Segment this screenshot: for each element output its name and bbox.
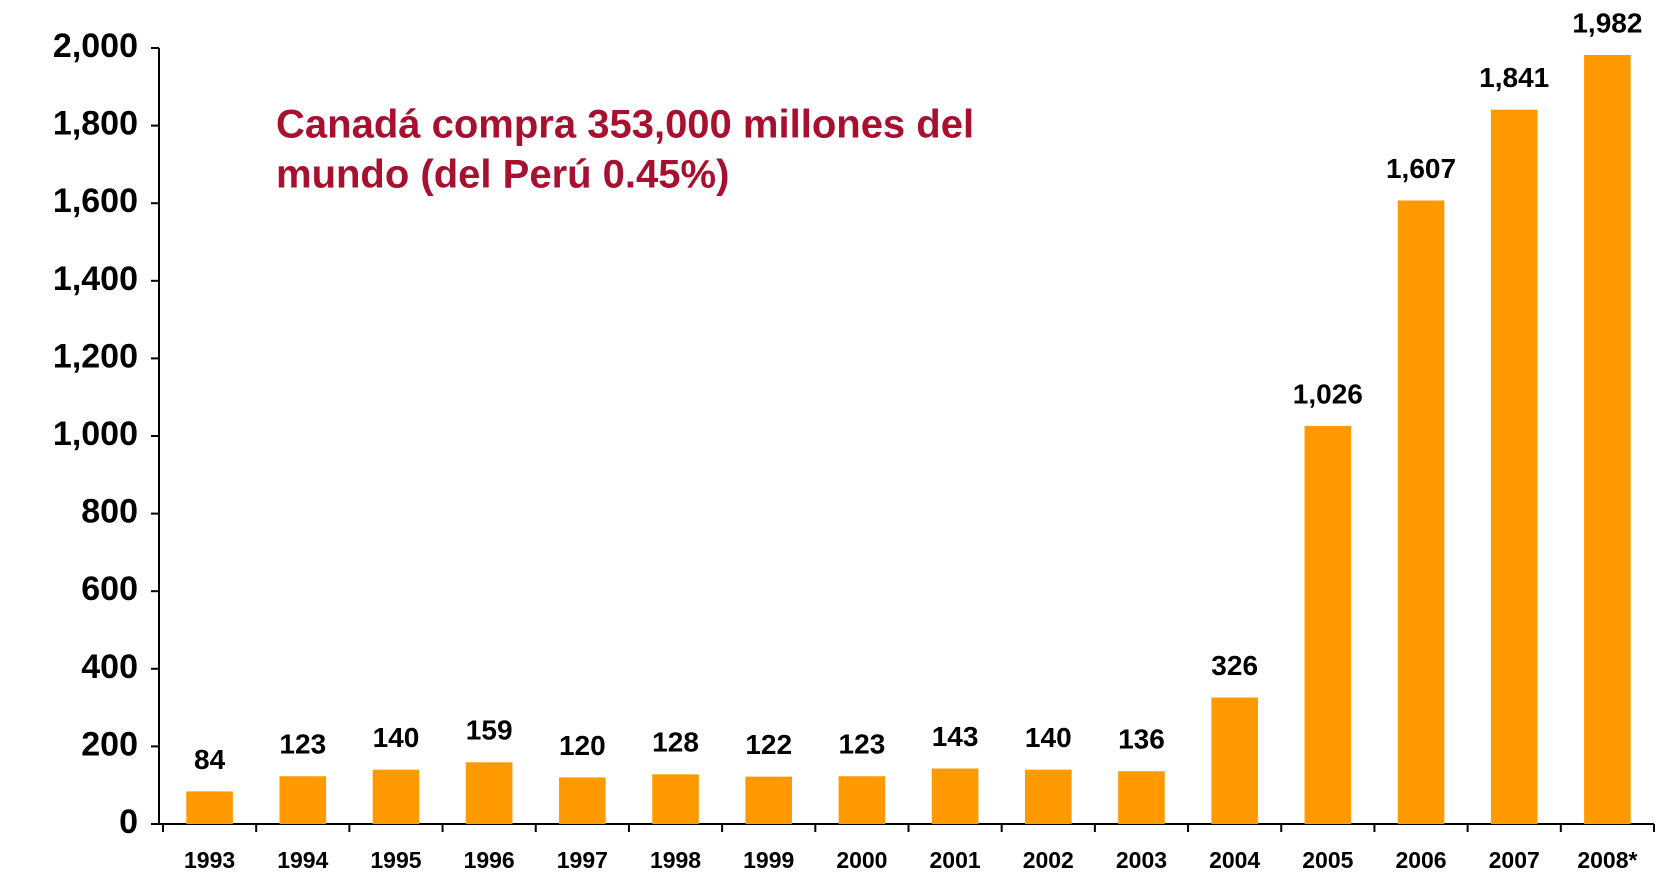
bar (1397, 200, 1445, 824)
value-label: 123 (839, 729, 886, 760)
y-tick-label: 1,600 (53, 182, 138, 220)
y-tick-label: 0 (119, 803, 138, 841)
bar (931, 768, 979, 824)
value-label: 1,607 (1386, 153, 1456, 184)
x-tick-label: 2004 (1209, 847, 1260, 873)
bar (186, 791, 233, 824)
bar (1584, 54, 1631, 824)
annotation-line: Canadá compra 353,000 millones del (276, 103, 974, 147)
y-tick-label: 200 (81, 725, 138, 763)
y-tick-label: 600 (81, 570, 138, 608)
annotation-line: mundo (del Perú 0.45%) (276, 153, 729, 197)
bar (559, 777, 606, 824)
bar (1211, 697, 1258, 824)
value-label: 159 (466, 715, 513, 746)
bar (372, 769, 420, 824)
bar (1024, 769, 1072, 824)
y-tick-label: 800 (81, 493, 138, 531)
bar (465, 762, 513, 824)
value-label: 128 (652, 727, 699, 758)
bar (652, 774, 699, 824)
value-label: 326 (1211, 650, 1258, 681)
value-label: 1,982 (1572, 7, 1642, 38)
value-label: 1,026 (1293, 378, 1363, 409)
x-tick-label: 1999 (743, 847, 794, 873)
bar (838, 776, 886, 824)
value-label: 140 (373, 722, 420, 753)
x-tick-label: 2006 (1395, 847, 1446, 873)
value-label: 140 (1025, 722, 1072, 753)
value-label: 1,841 (1479, 62, 1549, 93)
x-tick-label: 2000 (836, 847, 887, 873)
x-tick-label: 2008* (1577, 847, 1637, 873)
bar (1490, 109, 1538, 824)
value-label: 122 (745, 729, 792, 760)
x-tick-label: 1994 (277, 847, 328, 873)
value-label: 84 (194, 744, 226, 775)
bar (279, 776, 327, 824)
bar (1304, 425, 1352, 824)
x-tick-label: 2007 (1489, 847, 1540, 873)
y-tick-label: 2,000 (53, 27, 138, 65)
x-tick-label: 1995 (370, 847, 421, 873)
x-tick-label: 1993 (184, 847, 235, 873)
x-tick-label: 2001 (930, 847, 981, 873)
x-tick-label: 2003 (1116, 847, 1167, 873)
x-tick-label: 2005 (1302, 847, 1353, 873)
x-tick-label: 1996 (464, 847, 515, 873)
bar (745, 776, 793, 824)
value-label: 136 (1118, 724, 1165, 755)
y-tick-label: 1,000 (53, 415, 138, 453)
bar (1118, 771, 1165, 824)
value-label: 123 (279, 729, 326, 760)
y-tick-label: 1,200 (53, 337, 138, 375)
value-label: 143 (932, 721, 979, 752)
x-tick-label: 2002 (1023, 847, 1074, 873)
y-tick-label: 1,400 (53, 260, 138, 298)
x-tick-label: 1997 (557, 847, 608, 873)
y-tick-label: 1,800 (53, 105, 138, 143)
x-tick-label: 1998 (650, 847, 701, 873)
y-tick-label: 400 (81, 648, 138, 686)
value-label: 120 (559, 730, 606, 761)
